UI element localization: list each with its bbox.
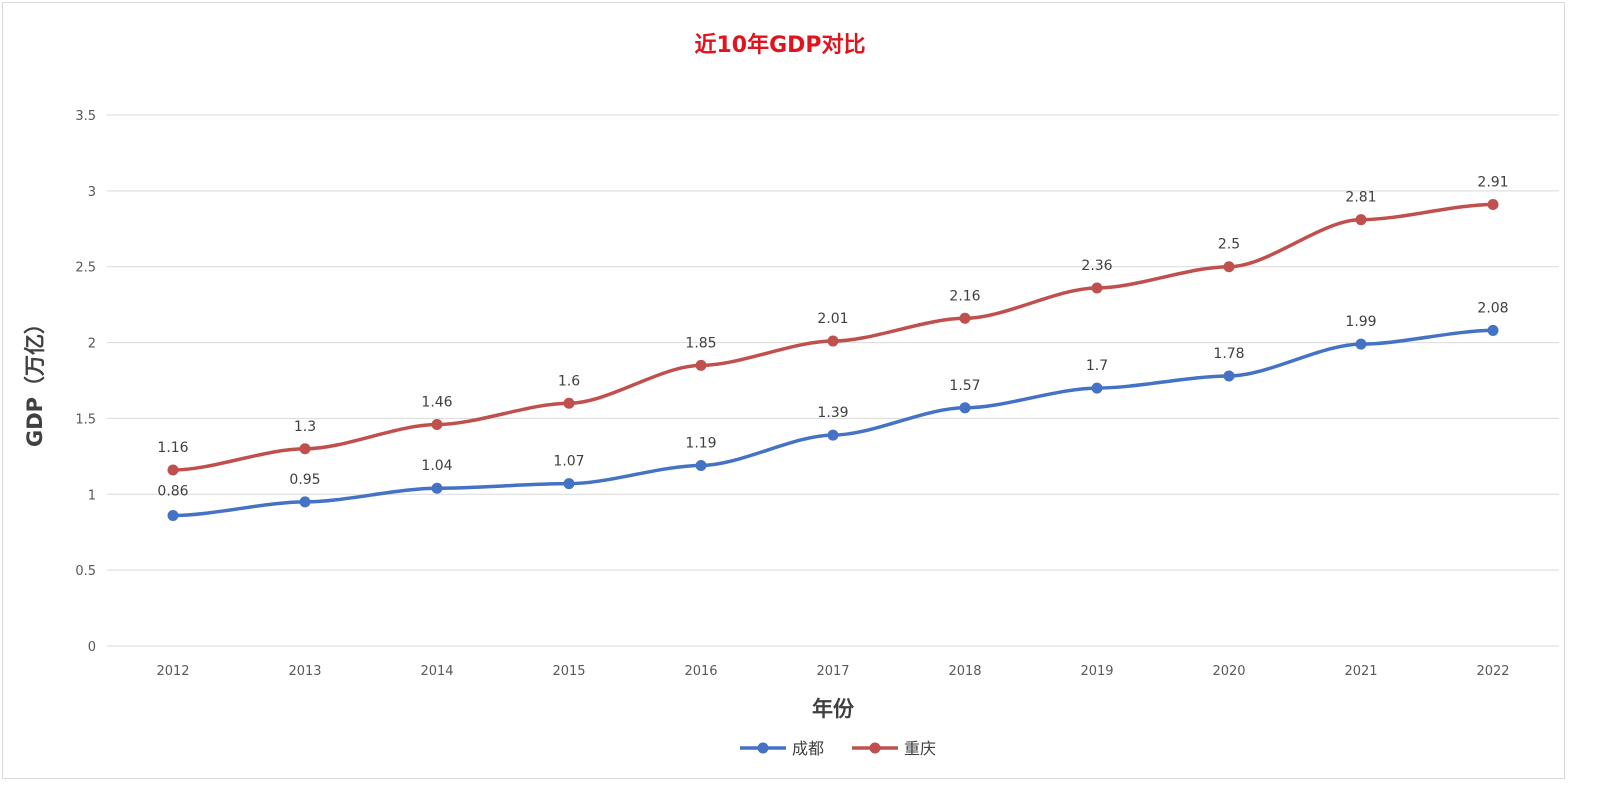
x-tick-label: 2016 <box>684 664 717 679</box>
data-point <box>1487 199 1499 211</box>
data-label: 2.5 <box>1218 237 1240 253</box>
data-point <box>1091 282 1103 294</box>
data-label: 2.81 <box>1345 190 1376 206</box>
y-tick-label: 2 <box>88 337 96 352</box>
data-point <box>167 510 179 522</box>
y-tick-label: 3 <box>88 185 96 200</box>
data-label: 0.86 <box>157 484 188 500</box>
data-point <box>563 478 575 490</box>
data-label: 2.91 <box>1477 175 1508 191</box>
legend-marker <box>869 742 881 754</box>
data-label: 1.3 <box>294 419 316 435</box>
data-point <box>827 335 839 347</box>
data-point <box>1223 261 1235 273</box>
x-tick-label: 2012 <box>156 664 189 679</box>
data-label: 1.19 <box>685 435 716 451</box>
x-tick-label: 2013 <box>288 664 321 679</box>
data-label: 1.85 <box>685 335 716 351</box>
x-tick-label: 2022 <box>1476 664 1509 679</box>
data-label: 1.57 <box>949 378 980 394</box>
data-label: 1.07 <box>553 454 584 470</box>
data-label: 2.16 <box>949 288 980 304</box>
legend-label: 成都 <box>792 739 824 758</box>
x-tick-label: 2019 <box>1080 664 1113 679</box>
legend-marker <box>757 742 769 754</box>
data-point <box>959 312 971 324</box>
chart-title: 近10年GDP对比 <box>694 32 865 58</box>
data-point <box>1487 324 1499 336</box>
y-tick-label: 3.5 <box>75 109 96 124</box>
legend-label: 重庆 <box>904 739 936 758</box>
data-point <box>431 482 443 494</box>
x-axis-title: 年份 <box>812 697 855 721</box>
data-label: 2.08 <box>1477 300 1508 316</box>
data-point <box>1355 214 1367 226</box>
y-tick-label: 0.5 <box>75 564 96 579</box>
x-tick-label: 2014 <box>420 664 453 679</box>
y-tick-label: 0 <box>88 640 96 655</box>
y-tick-label: 1.5 <box>75 412 96 427</box>
x-tick-label: 2020 <box>1212 664 1245 679</box>
x-tick-label: 2017 <box>816 664 849 679</box>
data-point <box>695 359 707 371</box>
data-point <box>695 459 707 471</box>
data-point <box>1091 382 1103 394</box>
data-label: 1.46 <box>421 394 452 410</box>
data-label: 1.04 <box>421 458 452 474</box>
data-label: 2.01 <box>817 311 848 327</box>
data-label: 1.99 <box>1345 314 1376 330</box>
x-tick-label: 2021 <box>1344 664 1377 679</box>
data-label: 1.39 <box>817 405 848 421</box>
data-point <box>299 496 311 508</box>
data-point <box>959 402 971 414</box>
x-tick-label: 2015 <box>552 664 585 679</box>
data-label: 1.6 <box>558 373 580 389</box>
data-point <box>167 464 179 476</box>
data-point <box>1355 338 1367 350</box>
data-label: 1.78 <box>1213 346 1244 362</box>
data-point <box>563 397 575 409</box>
y-tick-label: 2.5 <box>75 261 96 276</box>
data-label: 1.7 <box>1086 358 1108 374</box>
y-tick-label: 1 <box>88 488 96 503</box>
data-point <box>1223 370 1235 382</box>
data-point <box>431 418 443 430</box>
data-label: 1.16 <box>157 440 188 456</box>
series-line-成都 <box>172 328 1494 518</box>
data-label: 0.95 <box>289 472 320 488</box>
x-tick-label: 2018 <box>948 664 981 679</box>
y-axis-title: GDP（万亿） <box>23 313 47 447</box>
data-label: 2.36 <box>1081 258 1112 274</box>
chart-frame <box>2 2 1565 779</box>
data-point <box>827 429 839 441</box>
data-point <box>299 443 311 455</box>
